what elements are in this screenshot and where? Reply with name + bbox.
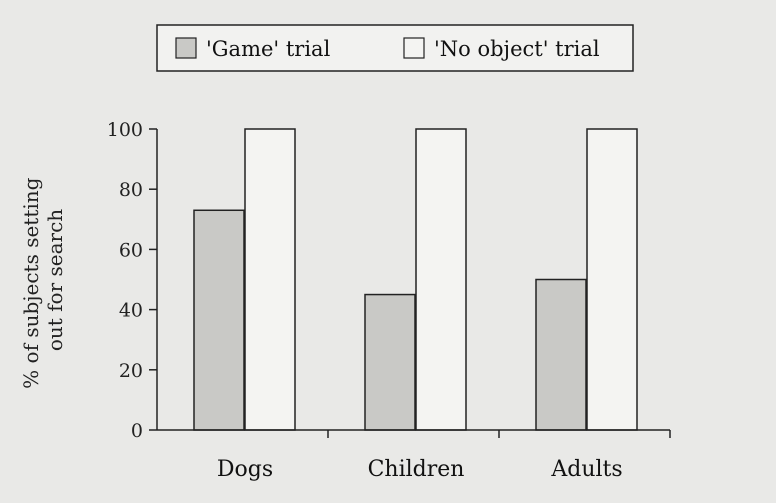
y-tick-label-0: 0: [131, 420, 143, 442]
bar-dogs-series-1: [244, 128, 296, 431]
legend-label-game: 'Game' trial: [206, 37, 331, 61]
bar-adults-series-1: [586, 128, 638, 431]
y-tick-label-60: 60: [119, 239, 143, 261]
legend-swatch-game: [175, 37, 197, 59]
legend-swatch-no-object: [403, 37, 425, 59]
x-category-label-dogs: Dogs: [217, 457, 273, 482]
y-tick-label-80: 80: [119, 179, 143, 201]
bar-children-series-0: [364, 293, 416, 431]
bar-children-series-1: [415, 128, 467, 431]
y-axis-title: % of subjects setting out for search: [19, 171, 67, 389]
bar-dogs-series-0: [193, 209, 245, 431]
x-category-label-children: Children: [368, 457, 465, 482]
y-tick-label-100: 100: [107, 119, 143, 141]
y-axis-title-line-2: out for search: [43, 209, 67, 351]
x-category-label-adults: Adults: [550, 457, 622, 482]
y-tick-label-20: 20: [119, 360, 143, 382]
plot-area: 0 20 40 60 80 100 Dogs Children Adults: [107, 119, 671, 482]
legend-label-no-object: 'No object' trial: [434, 37, 600, 61]
y-tick-label-40: 40: [119, 300, 143, 322]
bar-adults-series-0: [535, 278, 587, 431]
legend-box: [156, 24, 634, 72]
legend: 'Game' trial 'No object' trial: [156, 24, 634, 72]
y-axis-title-line-1: % of subjects setting: [19, 177, 43, 388]
